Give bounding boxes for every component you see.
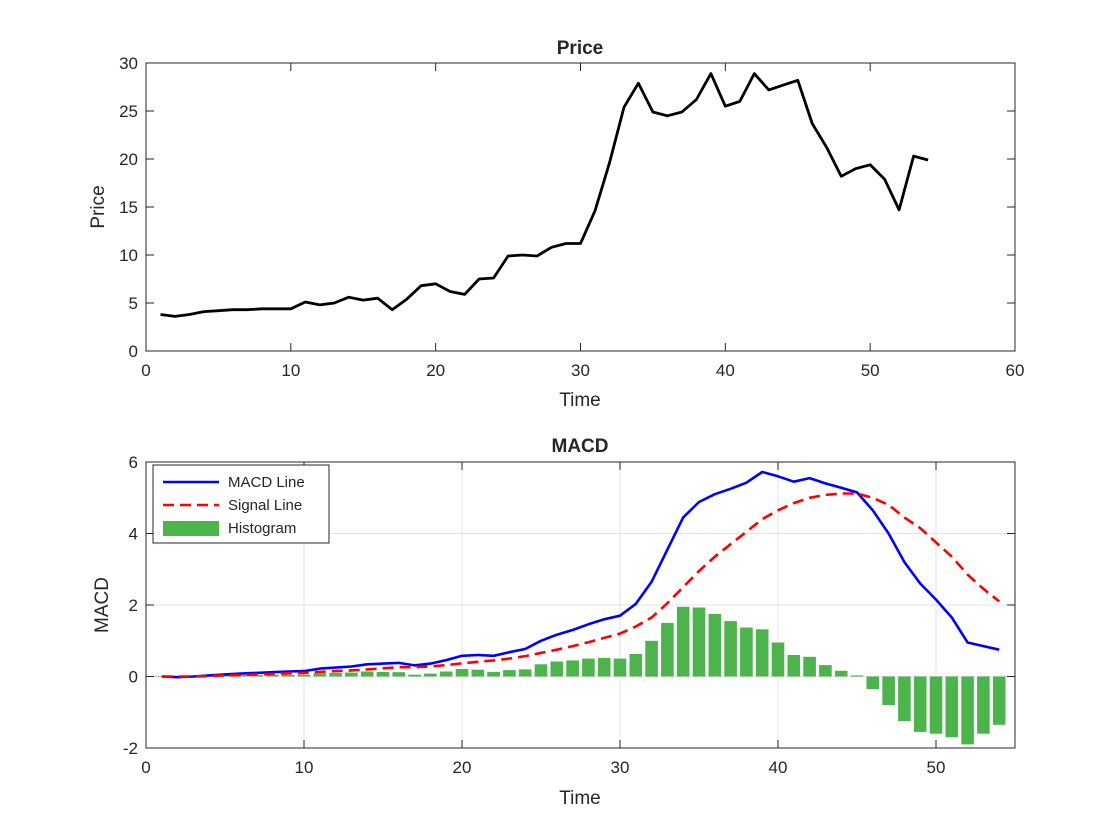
- histogram-bar: [913, 676, 927, 732]
- x-tick-label: 30: [611, 758, 630, 777]
- legend-macd-line-label: MACD Line: [228, 474, 305, 491]
- x-tick-label: 10: [281, 361, 300, 380]
- x-tick-label: 30: [571, 361, 590, 380]
- histogram-bar: [676, 606, 690, 677]
- histogram-bar: [961, 676, 974, 745]
- histogram-bar: [708, 613, 722, 677]
- y-tick-label: -2: [123, 739, 138, 758]
- x-tick-label: 20: [426, 361, 445, 380]
- histogram-bar: [613, 658, 627, 677]
- histogram-bar: [724, 621, 737, 677]
- histogram-bar: [661, 622, 674, 677]
- histogram-bar: [250, 675, 263, 677]
- price-axes-box: [145, 62, 1016, 352]
- y-tick-label: 10: [119, 246, 138, 265]
- histogram-bar: [503, 670, 516, 677]
- histogram-bar: [755, 629, 769, 677]
- histogram-bar: [819, 665, 832, 677]
- histogram-bar: [376, 671, 390, 677]
- legend-histogram-label: Histogram: [228, 520, 296, 537]
- macd-ylabel: MACD: [92, 577, 113, 633]
- y-tick-label: 0: [129, 668, 138, 687]
- y-tick-label: 5: [129, 294, 138, 313]
- histogram-bar: [771, 642, 785, 677]
- x-tick-label: 50: [861, 361, 880, 380]
- histogram-bar: [518, 669, 532, 677]
- macd-axes-box: [145, 461, 1016, 749]
- y-tick-label: 15: [119, 198, 138, 217]
- y-tick-label: 6: [129, 453, 138, 472]
- price-series: [160, 72, 929, 318]
- histogram-bar: [439, 671, 453, 677]
- signal-line: [161, 492, 1001, 678]
- histogram-bar: [487, 671, 500, 677]
- histogram-bar: [360, 671, 374, 677]
- y-tick-label: 4: [129, 525, 138, 544]
- price-panel: 0 10 20 30 40 50 60 0 5 10 15 20 25 30 Price Time Pri…: [88, 38, 1024, 411]
- macd-xlabel: Time: [559, 788, 601, 809]
- histogram-bar: [392, 672, 406, 677]
- macd-legend: MACD Line Signal Line Histogram: [152, 464, 330, 544]
- x-tick-label: 50: [927, 758, 946, 777]
- histogram-bar: [740, 627, 753, 677]
- histogram-bar: [850, 675, 864, 677]
- histogram-bar: [945, 676, 959, 738]
- histogram-bar: [582, 658, 595, 677]
- histogram-bar: [882, 676, 895, 706]
- y-tick-label: 25: [119, 102, 138, 121]
- histogram-bar: [345, 672, 358, 677]
- histogram-bar: [424, 673, 437, 677]
- x-tick-label: 0: [141, 361, 150, 380]
- histogram-bar: [629, 654, 643, 677]
- x-tick-label: 60: [1006, 361, 1025, 380]
- histogram-bar: [266, 674, 279, 677]
- histogram-bar: [329, 672, 342, 677]
- histogram-bar: [866, 676, 880, 689]
- legend-signal-line-label: Signal Line: [228, 497, 302, 514]
- y-tick-label: 2: [129, 596, 138, 615]
- histogram-bar: [455, 669, 469, 677]
- histogram-bar: [566, 660, 579, 677]
- histogram-bar: [929, 676, 943, 734]
- x-tick-label: 10: [295, 758, 314, 777]
- x-tick-label: 20: [453, 758, 472, 777]
- histogram-bar: [218, 675, 232, 677]
- y-tick-label: 30: [119, 54, 138, 73]
- macd-histogram-bars: [155, 606, 1006, 745]
- price-line: [160, 72, 929, 318]
- histogram-bar: [645, 640, 658, 677]
- histogram-bar: [597, 657, 611, 677]
- price-ylabel: Price: [88, 185, 109, 228]
- x-tick-label: 40: [716, 361, 735, 380]
- histogram-bar: [803, 656, 816, 677]
- histogram-bar: [977, 676, 990, 734]
- x-tick-label: 0: [141, 758, 150, 777]
- price-title: Price: [557, 38, 603, 59]
- histogram-bar: [408, 674, 421, 677]
- histogram-bar: [471, 669, 485, 677]
- price-axis-ticks: 0 10 20 30 40 50 60 0 5 10 15 20 25 30: [119, 54, 1024, 380]
- histogram-bar: [297, 674, 311, 677]
- histogram-bar: [787, 655, 801, 677]
- price-plot-area: [146, 63, 1015, 351]
- histogram-bar: [534, 664, 548, 677]
- histogram-bar: [992, 676, 1006, 725]
- histogram-bar: [281, 674, 295, 677]
- histogram-bar: [834, 670, 848, 677]
- y-tick-label: 20: [119, 150, 138, 169]
- histogram-bar: [234, 675, 248, 677]
- x-tick-label: 40: [769, 758, 788, 777]
- legend-histogram-swatch: [163, 521, 219, 536]
- histogram-bar: [313, 673, 327, 677]
- price-xlabel: Time: [559, 390, 601, 411]
- macd-lines: [161, 470, 1001, 679]
- histogram-bar: [550, 661, 564, 677]
- histogram-bar: [692, 607, 706, 677]
- histogram-bar: [898, 676, 911, 722]
- macd-title: MACD: [552, 436, 609, 457]
- y-tick-label: 0: [129, 342, 138, 361]
